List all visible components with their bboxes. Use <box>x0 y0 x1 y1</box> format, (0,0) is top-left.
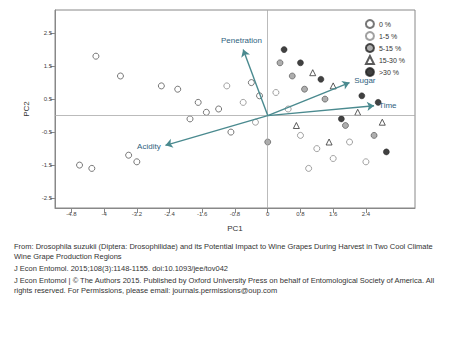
svg-text:-2.5: -2.5 <box>42 195 53 201</box>
svg-text:1.6: 1.6 <box>329 211 338 217</box>
svg-text:-1.5: -1.5 <box>42 162 53 168</box>
svg-text:-1.6: -1.6 <box>197 211 208 217</box>
svg-text:1-5 %: 1-5 % <box>379 33 397 40</box>
svg-text:5-15 %: 5-15 % <box>379 45 401 52</box>
svg-text:>30 %: >30 % <box>379 69 399 76</box>
svg-text:0.8: 0.8 <box>296 211 305 217</box>
svg-text:PC1: PC1 <box>227 224 243 233</box>
svg-text:Time: Time <box>379 101 397 110</box>
svg-text:-0.5: -0.5 <box>42 129 53 135</box>
svg-text:-4: -4 <box>101 211 107 217</box>
svg-text:0.5: 0.5 <box>44 96 53 102</box>
svg-text:-4.8: -4.8 <box>66 211 77 217</box>
svg-text:0 %: 0 % <box>379 21 391 28</box>
svg-text:PC2: PC2 <box>22 101 31 117</box>
svg-text:15-30 %: 15-30 % <box>379 57 405 64</box>
svg-text:-0.8: -0.8 <box>230 211 241 217</box>
html-text:From: Drosophila suzukii (Dipt: From: Drosophila suzukii (Diptera: Droso… <box>14 242 433 261</box>
svg-text:2.5: 2.5 <box>44 30 53 36</box>
svg-text:Penetration: Penetration <box>221 36 262 45</box>
svg-text:0: 0 <box>266 211 270 217</box>
svg-text:-3.2: -3.2 <box>132 211 143 217</box>
svg-text:-2.4: -2.4 <box>164 211 175 217</box>
svg-text:2.4: 2.4 <box>362 211 371 217</box>
svg-text:Acidity: Acidity <box>137 142 161 151</box>
svg-text:Sugar: Sugar <box>354 76 376 85</box>
svg-text:1.5: 1.5 <box>44 63 53 69</box>
html-text:J Econ Entomol | © The Authors: J Econ Entomol | © The Authors 2015. Pub… <box>14 276 435 295</box>
html-text:J Econ Entomol. 2015;108(3):11: J Econ Entomol. 2015;108(3):1148-1155. d… <box>14 264 228 273</box>
